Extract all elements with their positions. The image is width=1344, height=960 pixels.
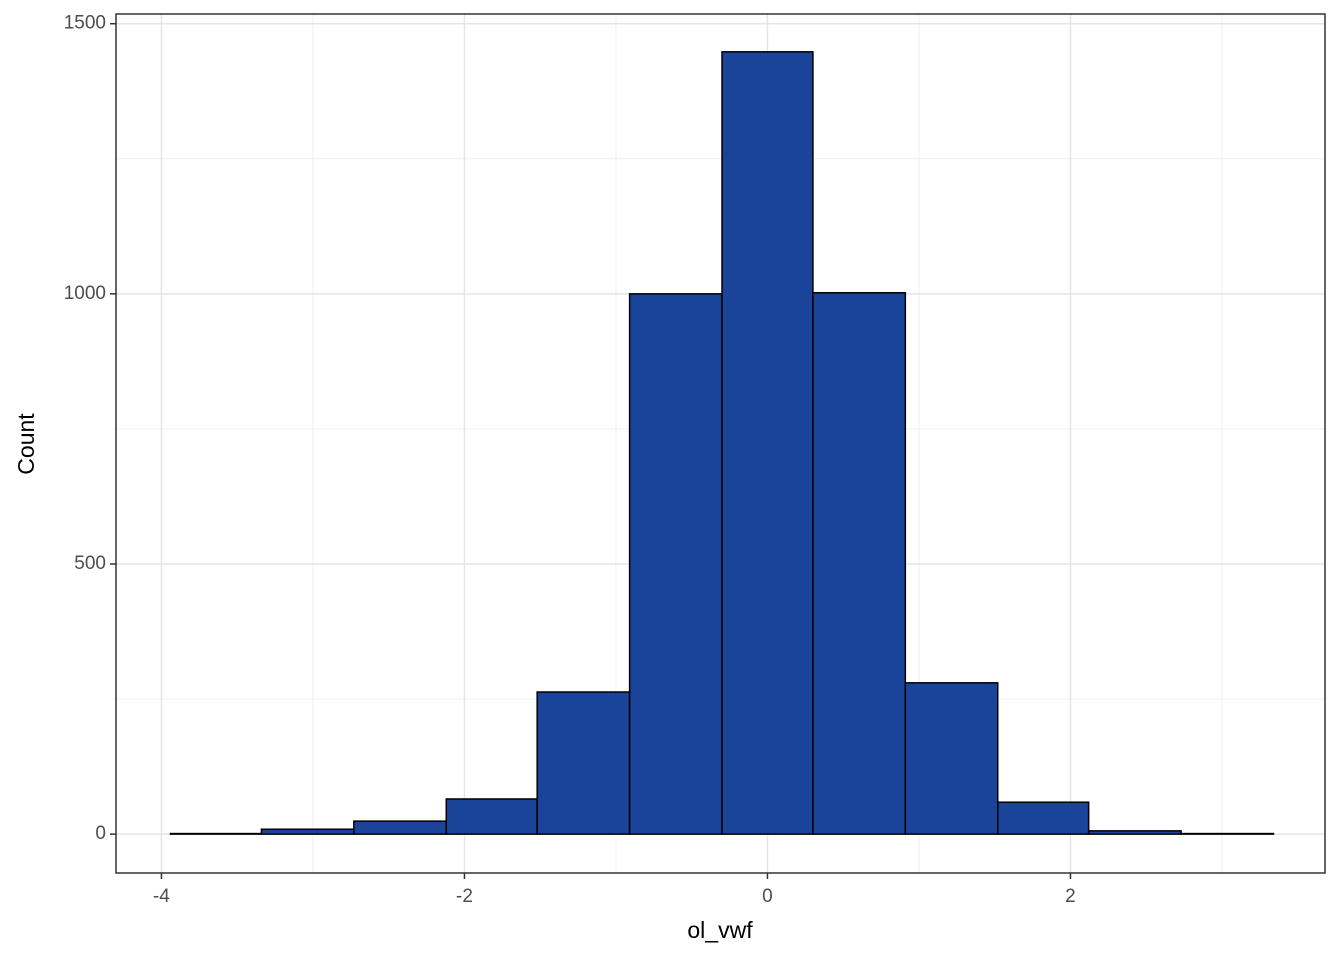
y-axis-title: Count xyxy=(13,413,39,475)
bar xyxy=(812,292,907,835)
bar xyxy=(169,832,263,835)
y-tick-label: 1000 xyxy=(64,283,106,304)
bar xyxy=(904,682,999,835)
x-tick-label: 0 xyxy=(762,886,773,907)
x-tick-label: 2 xyxy=(1065,886,1076,907)
x-tick-label: -2 xyxy=(456,886,473,907)
x-axis-title: ol_vwf xyxy=(687,917,753,943)
bar xyxy=(997,801,1090,835)
bar xyxy=(1087,830,1182,835)
axes: 0 500 1000 1500 -4 -2 0 2 xyxy=(64,13,1326,907)
y-tick-label: 0 xyxy=(95,823,106,844)
bar xyxy=(721,51,814,835)
y-tick-label: 1500 xyxy=(64,13,106,34)
y-tick-label: 500 xyxy=(74,553,106,574)
panel-border xyxy=(115,13,1326,874)
bars xyxy=(169,51,1275,835)
x-tick-label: -4 xyxy=(153,886,170,907)
bar xyxy=(536,691,631,835)
bar xyxy=(445,798,538,835)
bar xyxy=(1180,832,1275,835)
bar xyxy=(260,828,355,835)
bar xyxy=(353,820,448,835)
bar xyxy=(628,293,723,835)
